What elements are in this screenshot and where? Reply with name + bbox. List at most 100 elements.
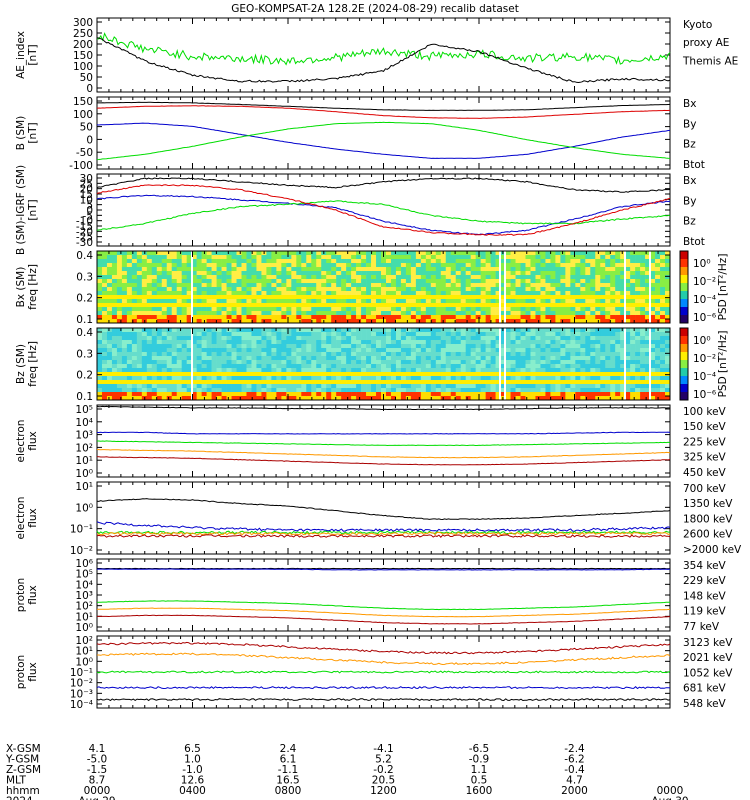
spectrogram-cell — [241, 356, 247, 361]
spectrogram-cell — [455, 356, 462, 361]
spectrogram-cell — [550, 332, 556, 337]
spectrogram-cell — [156, 368, 163, 373]
spectrogram-cell — [171, 311, 178, 316]
spectrogram-cell — [575, 364, 581, 369]
spectrogram-cell — [540, 311, 546, 316]
spectrogram-cell — [410, 283, 417, 288]
spectrogram-cell — [580, 295, 586, 300]
spectrogram-cell — [196, 319, 202, 324]
spectrogram-cell — [505, 295, 511, 300]
spectrogram-cell — [371, 332, 377, 337]
spectrogram-cell — [645, 388, 651, 393]
spectrogram-cell — [420, 372, 427, 377]
spectrogram-cell — [356, 396, 362, 401]
spectrogram-cell — [181, 392, 187, 397]
spectrogram-cell — [615, 328, 621, 333]
spectrogram-cell — [550, 376, 556, 381]
spectrogram-cell — [475, 368, 481, 373]
spectrogram-cell — [455, 344, 462, 349]
spectrogram-cell — [161, 267, 168, 272]
spectrogram-cell — [161, 380, 168, 385]
spectrogram-cell — [106, 360, 113, 365]
y-axis-label: flux — [27, 431, 39, 450]
spectrogram-cell — [361, 352, 367, 357]
spectrogram-cell — [505, 319, 511, 324]
spectrogram-cell — [430, 263, 437, 268]
spectrogram-cell — [525, 396, 531, 401]
spectrogram-cell — [425, 392, 432, 397]
spectrogram-cell — [440, 336, 447, 341]
spectrogram-cell — [460, 251, 467, 256]
spectrogram-cell — [231, 279, 237, 284]
spectrogram-cell — [580, 372, 586, 377]
spectrogram-cell — [371, 364, 377, 369]
spectrogram-cell — [475, 388, 481, 393]
spectrogram-cell — [131, 348, 138, 353]
spectrogram-cell — [570, 315, 576, 320]
spectrogram-cell — [151, 267, 158, 272]
spectrogram-cell — [520, 340, 526, 345]
spectrogram-cell — [231, 263, 237, 268]
spectrogram-cell — [505, 348, 511, 353]
spectrogram-cell — [131, 360, 138, 365]
spectrogram-cell — [600, 328, 606, 333]
spectrogram-cell — [460, 364, 467, 369]
spectrogram-cell — [665, 384, 671, 389]
spectrogram-cell — [600, 275, 606, 280]
spectrogram-cell — [520, 267, 526, 272]
spectrogram-cell — [246, 364, 252, 369]
spectrogram-cell — [470, 303, 476, 308]
spectrogram-cell — [605, 352, 611, 357]
spectrogram-cell — [136, 263, 143, 268]
colorbar-segment — [680, 360, 688, 369]
spectrogram-cell — [635, 396, 641, 401]
spectrogram-cell — [525, 263, 531, 268]
spectrogram-cell — [221, 303, 227, 308]
spectrogram-cell — [311, 392, 317, 397]
spectrogram-cell — [316, 396, 322, 401]
spectrogram-cell — [425, 336, 432, 341]
spectrogram-cell — [321, 283, 327, 288]
spectrogram-cell — [510, 340, 516, 345]
colorbar-segment — [680, 299, 688, 308]
spectrogram-cell — [186, 368, 192, 373]
spectrogram-cell — [321, 392, 327, 397]
spectrogram-cell — [575, 263, 581, 268]
spectrogram-cell — [645, 303, 651, 308]
spectrogram-cell — [455, 279, 462, 284]
spectrogram-cell — [405, 340, 412, 345]
spectrogram-cell — [550, 303, 556, 308]
spectrogram-cell — [351, 267, 357, 272]
spectrogram-cell — [106, 380, 113, 385]
spectrogram-cell — [485, 340, 491, 345]
spectrogram-cell — [266, 380, 272, 385]
spectrogram-cell — [665, 380, 671, 385]
spectrogram-cell — [316, 307, 322, 312]
spectrogram-cell — [166, 259, 173, 264]
spectrogram-cell — [271, 396, 277, 401]
spectrogram-cell — [600, 311, 606, 316]
spectrogram-cell — [331, 372, 337, 377]
spectrogram-cell — [510, 360, 516, 365]
spectrogram-cell — [665, 259, 671, 264]
spectrogram-cell — [630, 255, 636, 260]
legend-entry: Bz — [683, 216, 696, 228]
spectrogram-cell — [450, 279, 457, 284]
spectrogram-cell — [635, 315, 641, 320]
spectrogram-cell — [116, 287, 123, 292]
spectrogram-cell — [645, 271, 651, 276]
spectrogram-cell — [465, 315, 471, 320]
spectrogram-cell — [381, 384, 387, 389]
spectrogram-cell — [126, 271, 133, 276]
spectrogram-cell — [336, 380, 342, 385]
spectrogram-cell — [106, 372, 113, 377]
spectrogram-cell — [206, 283, 212, 288]
spectrogram-cell — [575, 328, 581, 333]
spectrogram-cell — [495, 364, 501, 369]
spectrogram-cell — [495, 356, 501, 361]
spectrogram-cell — [395, 348, 402, 353]
spectrogram-cell — [625, 271, 631, 276]
spectrogram-cell — [176, 336, 183, 341]
spectrogram-cell — [445, 332, 452, 337]
spectrogram-cell — [460, 348, 467, 353]
